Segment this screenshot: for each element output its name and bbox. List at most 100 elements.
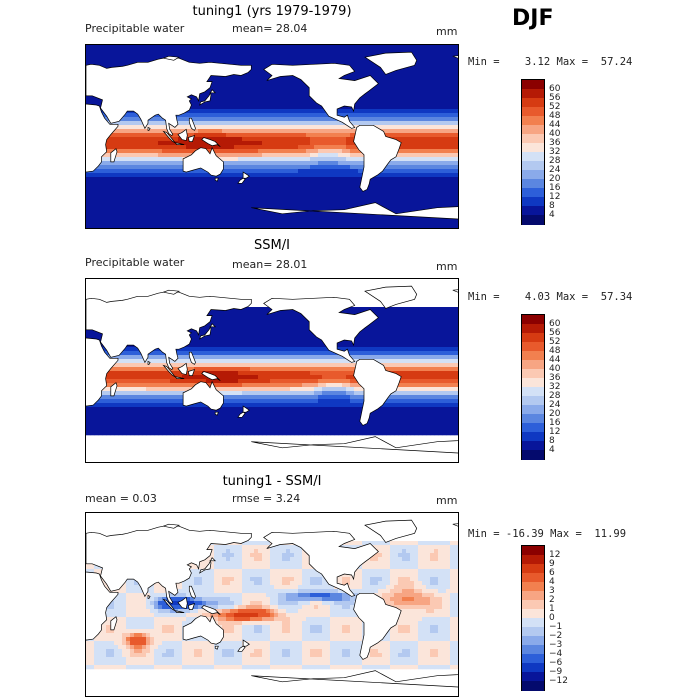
- colorbar-tick-label: 32: [549, 381, 561, 392]
- colorbar: 12 9 6 4 3 2 1 0 −1 −2 −3 −4 −6 −9 −12: [521, 545, 568, 691]
- colorbar-tick-label: 56: [549, 327, 561, 338]
- colorbar-tick-label: 40: [549, 363, 561, 374]
- colorbar-tick-label: 4: [549, 444, 555, 455]
- colorbar-tick-label: 9: [549, 558, 555, 569]
- units-label: mm: [436, 25, 458, 38]
- colorbar: 60 56 52 48 44 40 36 32 28 24 20 16 12 8 4: [521, 79, 560, 225]
- colorbar-segment: [522, 672, 544, 682]
- colorbar-tick-label: 16: [549, 182, 561, 193]
- colorbar-segment: [522, 179, 544, 189]
- colorbar-segment: [522, 450, 544, 460]
- colorbar-segment: [522, 134, 544, 144]
- colorbar-segment: [522, 396, 544, 406]
- colorbar-segment: [522, 152, 544, 162]
- colorbar-segment: [522, 564, 544, 574]
- colorbar-segment: [522, 423, 544, 433]
- colorbar-tick-label: 16: [549, 417, 561, 428]
- colorbar-tick-label: 24: [549, 164, 561, 175]
- colorbar-tick-label: 3: [549, 585, 555, 596]
- colorbar-tick-label: 60: [549, 83, 561, 94]
- map-canvas: [86, 45, 458, 228]
- colorbar-tick-label: 12: [549, 191, 561, 202]
- colorbar-segment: [522, 681, 544, 691]
- colorbar-segment: [522, 161, 544, 171]
- colorbar-segment: [522, 609, 544, 619]
- colorbar-tick-label: −12: [549, 675, 568, 686]
- colorbar-segment: [522, 618, 544, 628]
- coastlines: [86, 51, 458, 220]
- coastlines: [86, 519, 458, 688]
- colorbar-segment: [522, 215, 544, 225]
- variable-label: Precipitable water: [85, 22, 185, 35]
- colorbar-segment: [522, 188, 544, 198]
- colorbar-tick-label: 28: [549, 155, 561, 166]
- min-max-label: Min = -16.39 Max = 11.99: [468, 528, 627, 540]
- colorbar-segment: [522, 143, 544, 153]
- colorbar-tick-label: 1: [549, 603, 555, 614]
- units-label: mm: [436, 494, 458, 507]
- colorbar-tick-label: 48: [549, 345, 561, 356]
- rmse-label: rmse = 3.24: [232, 492, 301, 505]
- panel-title: SSM/I: [254, 238, 290, 253]
- colorbar-tick-label: 32: [549, 146, 561, 157]
- colorbar-segment: [522, 387, 544, 397]
- colorbar: 60 56 52 48 44 40 36 32 28 24 20 16 12 8 4: [521, 314, 560, 460]
- colorbar-segment: [522, 654, 544, 664]
- colorbar-segment: [522, 663, 544, 673]
- mean-label: mean = 0.03: [85, 492, 157, 505]
- colorbar-segment: [522, 342, 544, 352]
- colorbar-segment: [522, 315, 544, 325]
- colorbar-tick-label: 56: [549, 92, 561, 103]
- colorbar-segment: [522, 546, 544, 556]
- units-label: mm: [436, 260, 458, 273]
- map-difference: [85, 512, 459, 697]
- colorbar-tick-label: 12: [549, 549, 561, 560]
- map-canvas: [86, 519, 458, 688]
- colorbar-segment: [522, 636, 544, 646]
- colorbar-tick-label: 2: [549, 594, 555, 605]
- colorbar-tick-label: 52: [549, 336, 561, 347]
- min-max-label: Min = 4.03 Max = 57.34: [468, 291, 633, 303]
- colorbar-tick-label: 36: [549, 372, 561, 383]
- min-max-label: Min = 3.12 Max = 57.24: [468, 56, 633, 68]
- colorbar-segment: [522, 645, 544, 655]
- colorbar-segment: [522, 405, 544, 415]
- colorbar-tick-label: 28: [549, 390, 561, 401]
- map-observed: [85, 278, 459, 463]
- colorbar-segment: [522, 378, 544, 388]
- colorbar-tick-label: 12: [549, 426, 561, 437]
- colorbar-tick-label: 4: [549, 209, 555, 220]
- colorbar-segment: [522, 582, 544, 592]
- colorbar-tick-label: 24: [549, 399, 561, 410]
- colorbar-tick-label: 48: [549, 110, 561, 121]
- colorbar-segment: [522, 324, 544, 334]
- field-shading: [86, 307, 458, 436]
- colorbar-tick-label: 20: [549, 173, 561, 184]
- colorbar-segment: [522, 197, 544, 207]
- colorbar-tick-label: 20: [549, 408, 561, 419]
- colorbar-tick-label: 8: [549, 200, 555, 211]
- colorbar-segment: [522, 573, 544, 583]
- colorbar-segment: [522, 351, 544, 361]
- colorbar-tick-label: 60: [549, 318, 561, 329]
- mean-label: mean= 28.01: [232, 258, 308, 271]
- colorbar-segment: [522, 125, 544, 135]
- mean-label: mean= 28.04: [232, 22, 308, 35]
- season-label: DJF: [512, 6, 554, 31]
- colorbar-segment: [522, 441, 544, 451]
- colorbar-tick-label: 44: [549, 354, 561, 365]
- colorbar-tick-label: −3: [549, 639, 563, 650]
- variable-label: Precipitable water: [85, 256, 185, 269]
- colorbar-tick-label: 8: [549, 435, 555, 446]
- colorbar-segment: [522, 80, 544, 90]
- colorbar-segment: [522, 89, 544, 99]
- colorbar-segment: [522, 333, 544, 343]
- panel-title: tuning1 (yrs 1979-1979): [192, 4, 352, 19]
- colorbar-segment: [522, 360, 544, 370]
- colorbar-tick-label: 4: [549, 576, 555, 587]
- colorbar-segment: [522, 107, 544, 117]
- colorbar-segment: [522, 414, 544, 424]
- colorbar-segment: [522, 98, 544, 108]
- colorbar-segment: [522, 369, 544, 379]
- colorbar-tick-label: 6: [549, 567, 555, 578]
